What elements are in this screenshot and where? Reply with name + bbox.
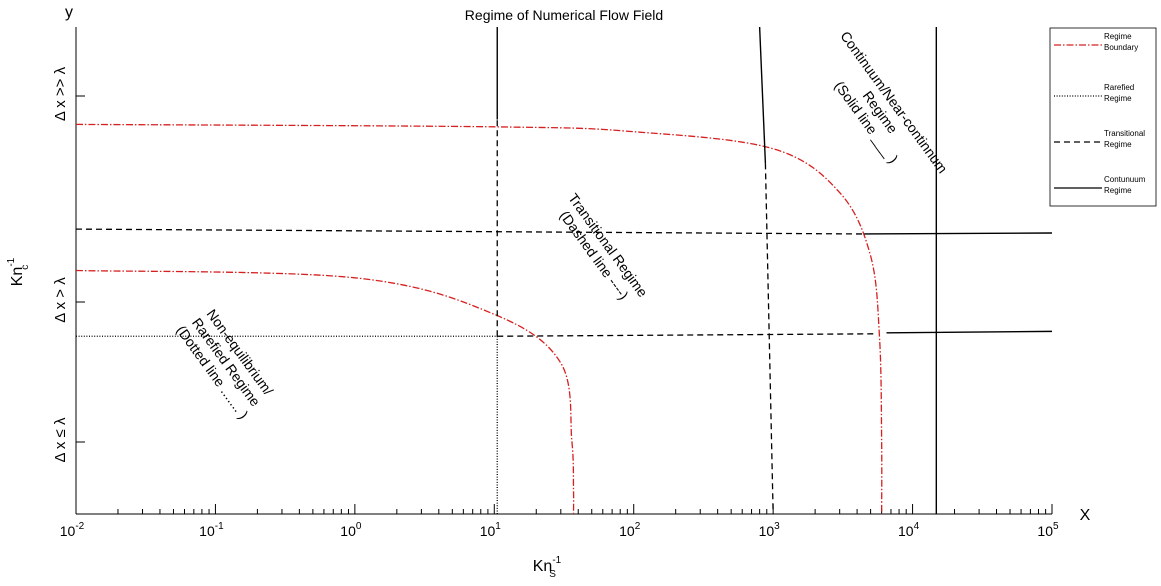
legend-label: Boundary xyxy=(1104,43,1138,52)
series-layer xyxy=(75,26,1053,515)
y-axis-label-main: Kn xyxy=(9,267,26,287)
x-axis-label-sub: S xyxy=(549,569,556,580)
x-tick-label: 100 xyxy=(340,521,362,539)
legend-label: Regime xyxy=(1104,94,1132,103)
x-tick-label: 103 xyxy=(759,521,781,539)
series-line xyxy=(886,330,1053,334)
x-minor-ticks xyxy=(75,504,1053,514)
legend-box xyxy=(1049,27,1157,207)
y-tick-label: Δ x > λ xyxy=(52,277,69,323)
series-line xyxy=(75,123,883,515)
x-axis-label-sup: -1 xyxy=(552,555,561,566)
y-axis-label-sub: c xyxy=(20,265,31,270)
y-ticks: Δ x ≤ λ Δ x > λ Δ x >> λ xyxy=(52,66,85,462)
series-line xyxy=(864,232,1053,235)
legend-label: Rarefied xyxy=(1104,83,1134,92)
x-tick-label: 101 xyxy=(480,521,502,539)
x-tick-label: 104 xyxy=(898,521,920,539)
y-tick-label-group: Δ x ≤ λ xyxy=(52,417,69,462)
series-line xyxy=(758,26,767,164)
annotations: Non-equilibrium/ Rarefied Regime (Dotted… xyxy=(173,28,950,422)
y-axis-label: Kn-1c xyxy=(6,257,31,286)
legend: Regime Boundary Rarefied Regime Transitional… xyxy=(1049,27,1157,207)
legend-label: Regime xyxy=(1104,140,1132,149)
x-axis-label-main: Kn xyxy=(533,558,553,575)
x-tick-label: 10-2 xyxy=(60,521,85,539)
x-tick-labels: 10-2 10-1 100 101 102 103 104 105 xyxy=(60,521,1059,539)
series-line xyxy=(764,163,774,515)
legend-label: Regime xyxy=(1104,186,1132,195)
chart-title: Regime of Numerical Flow Field xyxy=(465,7,663,23)
legend-label: Regime xyxy=(1104,32,1132,41)
x-tick-label: 10-1 xyxy=(199,521,224,539)
x-tick-label: 102 xyxy=(619,521,641,539)
legend-label: Transitional xyxy=(1104,129,1145,138)
annotation-continuum: Continuum/Near-continnum Regime (Solid l… xyxy=(831,28,950,176)
plot-area: 10-2 10-1 100 101 102 103 104 105 Δ x ≤ λ Δ x > … xyxy=(52,26,1059,539)
series-line xyxy=(75,228,865,235)
y-tick-label-group: Δ x > λ xyxy=(52,277,69,323)
x-tick-label: 105 xyxy=(1037,521,1059,539)
y-tick-label: Δ x >> λ xyxy=(52,66,69,121)
y-tick-label: Δ x ≤ λ xyxy=(52,417,69,462)
annotation-transitional: Transitional Regime (Dashed line ----) xyxy=(557,190,651,302)
legend-label: Contunuum xyxy=(1104,175,1146,184)
x-axis-label: Kn-1 S xyxy=(533,555,562,580)
x-axis-corner-label: X xyxy=(1080,507,1091,524)
y-axis-label-group: Kn-1c xyxy=(6,257,31,286)
y-tick-label-group: Δ x >> λ xyxy=(52,66,69,121)
series-line xyxy=(497,333,877,337)
y-axis-corner-label: y xyxy=(65,4,73,21)
y-axis-label-sup: -1 xyxy=(6,257,17,266)
series-line xyxy=(75,269,575,515)
annotation-rarefied: Non-equilibrium/ Rarefied Regime (Dotted… xyxy=(173,306,276,422)
